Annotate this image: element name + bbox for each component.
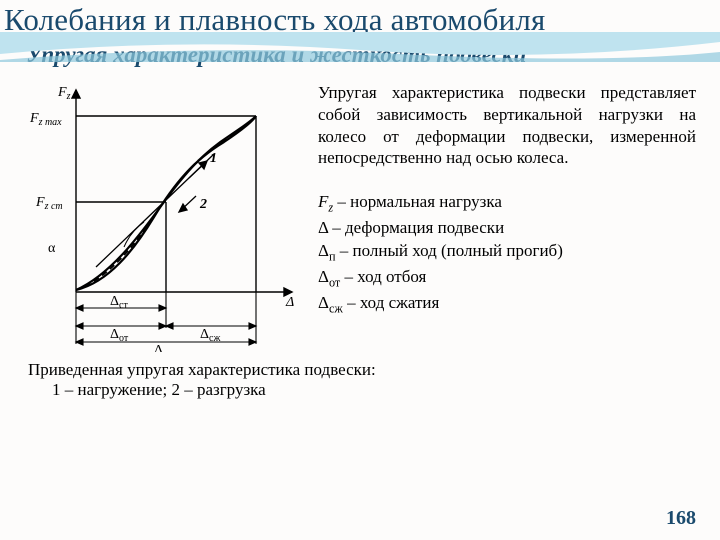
text-column: Упругая характеристика подвески представ…	[318, 82, 702, 352]
svg-text:Δст: Δст	[110, 294, 128, 311]
page-subtitle: Упругая характеристика и жесткость подве…	[0, 38, 720, 68]
definition-paragraph: Упругая характеристика подвески представ…	[318, 82, 702, 169]
content-row: Fz Fz max Fz ст α 1 2 Δ Δст Δот Δсж Δп У…	[0, 68, 720, 352]
caption-line1: Приведенная упругая характеристика подве…	[28, 360, 720, 380]
suspension-characteristic-diagram: Fz Fz max Fz ст α 1 2 Δ Δст Δот Δсж Δп	[24, 82, 304, 352]
def-delta-sj: Δсж – ход сжатия	[318, 292, 702, 317]
symbol-definitions: Fz – нормальная нагрузка Δ – деформация …	[318, 191, 702, 317]
svg-text:α: α	[48, 241, 56, 256]
svg-text:Fz ст: Fz ст	[35, 195, 63, 212]
svg-text:2: 2	[199, 197, 207, 212]
figure-caption: Приведенная упругая характеристика подве…	[0, 352, 720, 400]
svg-text:Δп: Δп	[154, 343, 169, 352]
page-number: 168	[666, 507, 696, 530]
svg-text:1: 1	[210, 151, 217, 166]
svg-text:Δот: Δот	[110, 327, 129, 344]
def-delta: Δ – деформация подвески	[318, 217, 702, 239]
def-delta-p: Δп – полный ход (полный прогиб)	[318, 240, 702, 265]
def-fz: Fz – нормальная нагрузка	[318, 191, 702, 216]
caption-line2: 1 – нагружение; 2 – разгрузка	[28, 380, 720, 400]
page-title: Колебания и плавность хода автомобиля	[0, 0, 720, 38]
svg-text:Fz: Fz	[57, 85, 71, 102]
svg-text:Δ: Δ	[285, 295, 294, 310]
svg-text:Fz max: Fz max	[29, 111, 62, 128]
svg-text:Δсж: Δсж	[200, 327, 220, 344]
def-delta-ot: Δот – ход отбоя	[318, 266, 702, 291]
